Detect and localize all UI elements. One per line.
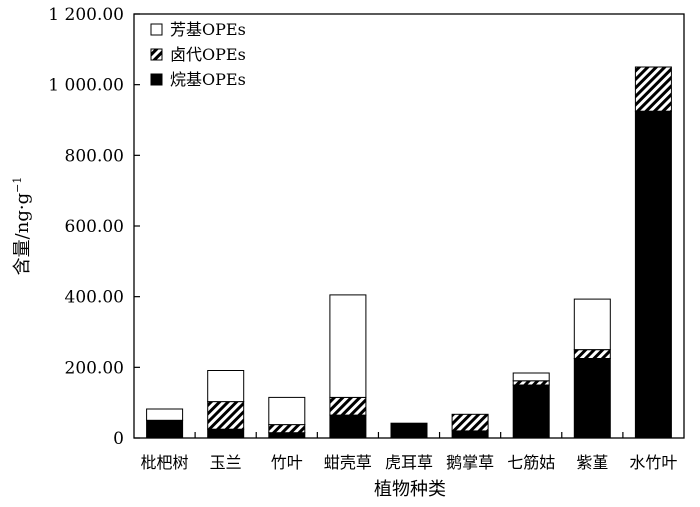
bar-segment-3-蚶壳草	[329, 294, 367, 398]
legend-label: 烷基OPEs	[170, 70, 246, 89]
y-tick-label: 0	[113, 429, 124, 449]
bar-segment-2-鹅掌草	[451, 413, 489, 432]
legend: 芳基OPEs 卤代OPEs 烷基OPEs	[150, 20, 246, 89]
bar-segment-2-蚶壳草	[329, 396, 367, 416]
bar-segment-3-竹叶	[268, 396, 306, 426]
bars-group	[146, 66, 672, 439]
bar-segment-1-蚶壳草	[329, 414, 367, 439]
y-tick-label: 800.00	[65, 146, 124, 166]
bar-segment-1-竹叶	[268, 432, 306, 439]
bar-segment-3-七筋姑	[512, 372, 550, 382]
bar-segment-1-鹅掌草	[451, 430, 489, 439]
bar-segment-3-玉兰	[207, 370, 245, 403]
x-axis-ticks: 枇杷树 玉兰 竹叶 蚶壳草 虎耳草 鹅掌草 七筋姑 紫堇 水竹叶	[141, 432, 677, 472]
x-tick-label: 水竹叶	[629, 453, 677, 472]
bar-segment-1-七筋姑	[512, 384, 550, 439]
y-tick-label: 600.00	[65, 217, 124, 237]
x-tick-label: 蚶壳草	[324, 453, 372, 472]
bar-segment-3-紫堇	[573, 298, 611, 351]
y-tick-label: 1 200.00	[48, 5, 124, 25]
bar-segment-3-枇杷树	[146, 408, 184, 421]
legend-label: 卤代OPEs	[170, 45, 246, 64]
x-tick-label: 玉兰	[210, 453, 242, 472]
bar-segment-1-玉兰	[207, 428, 245, 439]
bar-segment-2-水竹叶	[634, 66, 672, 112]
bar-segment-2-竹叶	[268, 424, 306, 434]
y-tick-label: 200.00	[65, 358, 124, 378]
legend-swatch	[150, 73, 163, 86]
x-tick-label: 鹅掌草	[446, 453, 494, 472]
legend-swatch	[150, 23, 163, 36]
y-axis-title-superscript: −1	[11, 177, 24, 193]
bar-segment-2-七筋姑	[512, 380, 550, 386]
x-tick-label: 虎耳草	[385, 453, 433, 472]
bar-segment-2-紫堇	[573, 349, 611, 360]
x-tick-label: 枇杷树	[141, 453, 189, 472]
y-axis-ticks: 0 200.00 400.00 600.00 800.00 1 000.00 1 200.0…	[48, 5, 140, 449]
bar-segment-1-紫堇	[573, 358, 611, 439]
x-tick-label: 竹叶	[271, 453, 303, 472]
x-axis-title: 植物种类	[374, 479, 446, 500]
y-tick-label: 1 000.00	[48, 76, 124, 96]
x-tick-label: 七筋姑	[507, 453, 555, 472]
y-tick-label: 400.00	[65, 288, 124, 308]
x-tick-label: 紫堇	[576, 453, 608, 472]
y-axis-title-text: 含量/ng·g	[12, 193, 33, 275]
bar-segment-1-水竹叶	[634, 110, 672, 439]
legend-label: 芳基OPEs	[170, 20, 246, 39]
bar-segment-1-虎耳草	[390, 422, 428, 439]
legend-swatch	[150, 48, 163, 61]
y-axis-title: 含量/ng·g−1	[11, 177, 33, 276]
bar-segment-1-枇杷树	[146, 419, 184, 439]
bar-segment-2-玉兰	[207, 401, 245, 430]
